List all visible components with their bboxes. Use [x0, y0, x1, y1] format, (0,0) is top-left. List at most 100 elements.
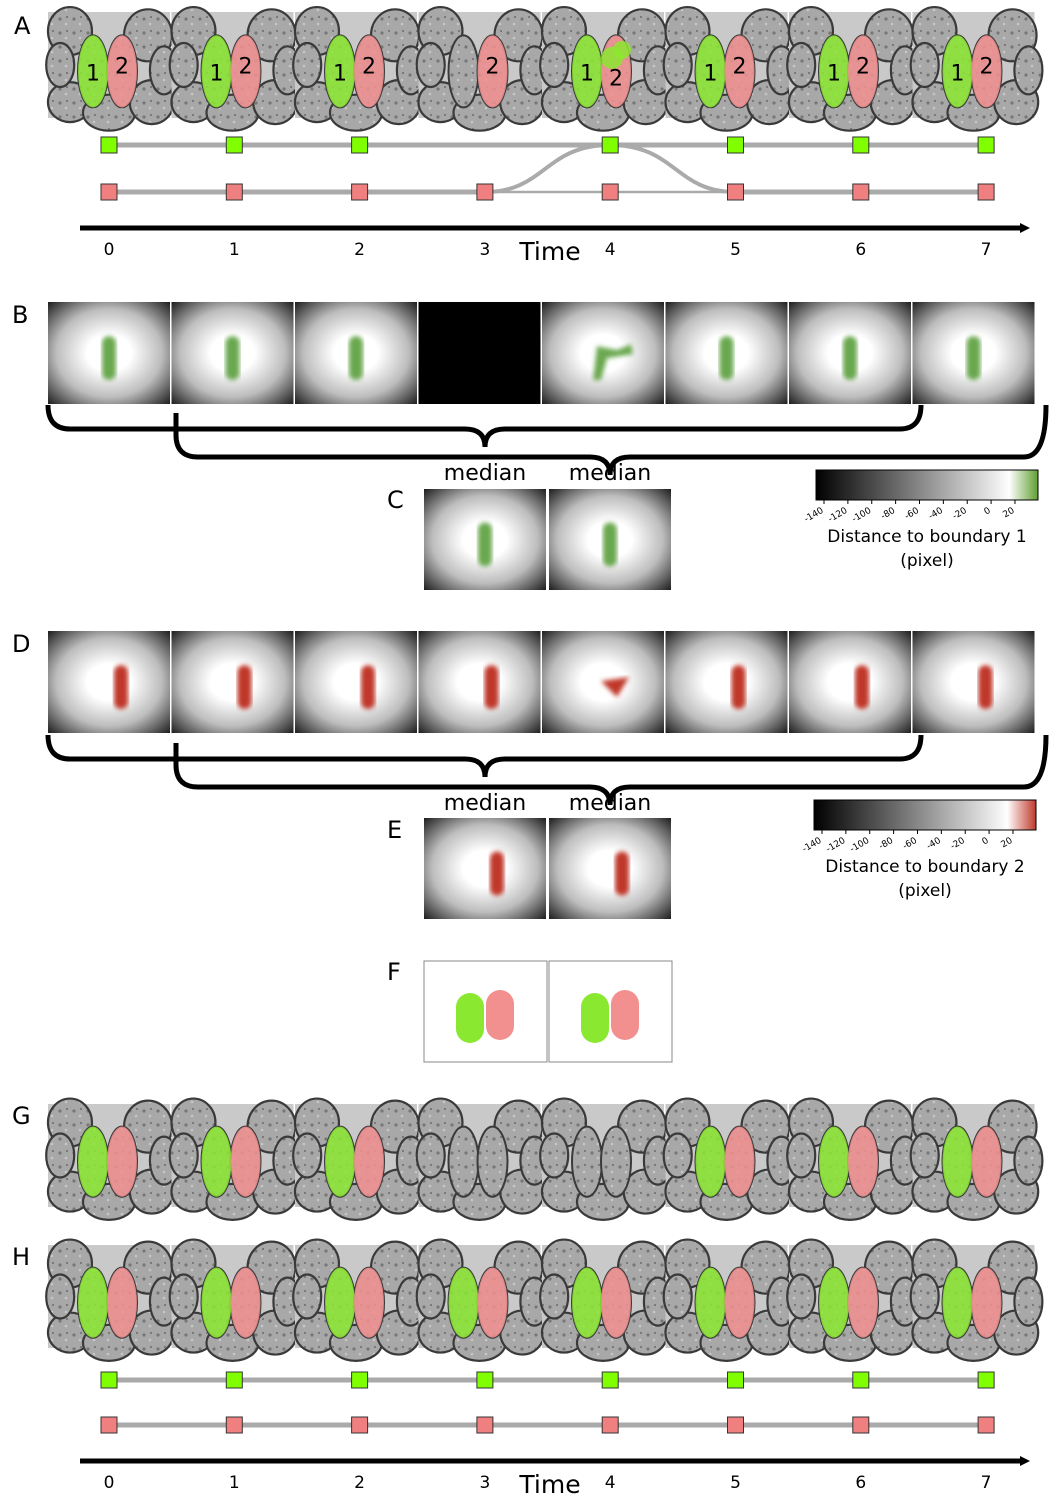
cell-label-2: 2 — [239, 54, 253, 79]
background-cell — [539, 1132, 570, 1179]
cell-2-overlay — [724, 35, 755, 108]
time-tick-label: 6 — [855, 240, 866, 260]
background-cell — [662, 1132, 693, 1179]
micrograph-g-6 — [786, 1097, 921, 1221]
cell-label-1: 1 — [580, 61, 594, 86]
colorbar-tick-label: -80 — [879, 506, 897, 522]
cell-2-overlay — [230, 35, 261, 108]
colorbar-tick-label: -20 — [949, 836, 967, 852]
track-2-marker — [852, 1416, 870, 1434]
cell-label-2: 2 — [856, 54, 870, 79]
background-cell — [292, 1273, 323, 1320]
cell-label-1: 1 — [704, 61, 718, 86]
micrograph-g-1 — [168, 1097, 303, 1221]
colorbar-tick-label: -40 — [927, 506, 945, 522]
track-1-marker — [977, 1371, 995, 1389]
distance-gradient — [424, 818, 546, 919]
mask-cell-1 — [581, 993, 609, 1043]
median-label: median — [444, 791, 526, 816]
panel-letter-e: E — [387, 816, 402, 844]
cell-1-overlay — [819, 35, 849, 108]
time-tick-label: 0 — [104, 240, 115, 260]
cell-1-overlay — [942, 1267, 973, 1338]
distance-gradient — [295, 631, 417, 733]
median-brace-second — [173, 734, 1049, 806]
micrograph-g-2 — [292, 1097, 426, 1221]
track-1-marker — [225, 136, 243, 154]
micrograph-h-7 — [909, 1238, 1044, 1362]
background-cell — [45, 1273, 76, 1320]
panel-b-distance-maps — [48, 302, 1035, 404]
time-tick-label: 1 — [229, 240, 240, 260]
cell-1-overlay — [695, 1267, 726, 1338]
track-2-marker — [100, 1416, 118, 1434]
distance-map-b-5 — [665, 302, 788, 404]
distance-map-d-4 — [542, 631, 664, 733]
micrograph-h-2 — [292, 1238, 426, 1362]
median-brace-second — [173, 404, 1049, 476]
panel-h-micrographs — [45, 1238, 1044, 1362]
background-cell — [1013, 1276, 1044, 1327]
cell-1-overlay — [572, 35, 602, 108]
shape-blob — [114, 665, 128, 710]
cell-label-1: 1 — [210, 61, 224, 86]
track-2-marker — [225, 1416, 243, 1434]
shape-blob — [855, 665, 869, 710]
colorbar-tick-label: -40 — [925, 836, 943, 852]
background-cell — [168, 41, 199, 89]
mask-cell-2 — [486, 990, 514, 1040]
empty-distance-map — [418, 302, 541, 404]
cell-outline-1 — [447, 34, 480, 109]
track-1-marker — [852, 1371, 870, 1389]
shape-blob — [603, 522, 617, 567]
distance-map-b-4 — [542, 302, 664, 404]
cell-2-overlay — [848, 1126, 878, 1197]
cell-outline-1 — [571, 1125, 603, 1198]
distance-gradient — [171, 631, 294, 733]
panel-d-braces: median median — [45, 734, 1049, 816]
colorbar-tick-label: -100 — [851, 506, 874, 525]
cell-label-2: 2 — [486, 54, 500, 79]
time-tick-label: 0 — [104, 1473, 115, 1493]
time-tick-label: 5 — [730, 1473, 741, 1493]
cell-label-1: 1 — [951, 61, 965, 86]
track-2-marker — [601, 1416, 619, 1434]
cell-2-overlay — [971, 1267, 1002, 1338]
mask-cell-1 — [456, 993, 484, 1043]
track-2-marker — [225, 183, 243, 201]
micrograph-g-5 — [662, 1097, 797, 1221]
median-label: median — [569, 791, 651, 816]
shape-blob — [966, 336, 981, 381]
background-cell — [168, 1132, 199, 1179]
panel-letter-f: F — [387, 958, 401, 986]
median-brace-first — [45, 404, 924, 448]
micrograph-h-0 — [45, 1238, 179, 1362]
micrograph-g-0 — [45, 1097, 179, 1221]
track-2-marker — [977, 183, 995, 201]
time-axis-title: Time — [518, 1470, 580, 1499]
cell-1-overlay — [942, 35, 973, 108]
track-1-marker — [601, 1371, 619, 1389]
cell-1-overlay — [819, 1267, 849, 1338]
distance-gradient — [912, 631, 1035, 733]
colorbar-tick-label: 20 — [1002, 506, 1017, 521]
colorbar-tick-label: 0 — [983, 506, 993, 518]
colorbar-gradient — [815, 469, 1039, 501]
track-2-marker — [601, 183, 619, 201]
background-cell — [292, 1132, 323, 1179]
micrograph-g-7 — [909, 1097, 1044, 1221]
median-map-e-1 — [549, 818, 671, 919]
median-map-e-0 — [424, 818, 546, 919]
time-tick-label: 4 — [605, 240, 616, 260]
panel-letter-d: D — [12, 630, 30, 658]
cell-1-overlay — [78, 1126, 108, 1197]
distance-map-b-2 — [295, 302, 417, 404]
shape-blob — [593, 344, 633, 381]
mask-cell-2 — [611, 990, 639, 1040]
background-cell — [45, 41, 76, 89]
time-tick-label: 1 — [229, 1473, 240, 1493]
colorbar-tick-label: -60 — [903, 506, 921, 522]
track-2-marker — [727, 1416, 744, 1434]
cell-2-overlay — [848, 35, 878, 108]
